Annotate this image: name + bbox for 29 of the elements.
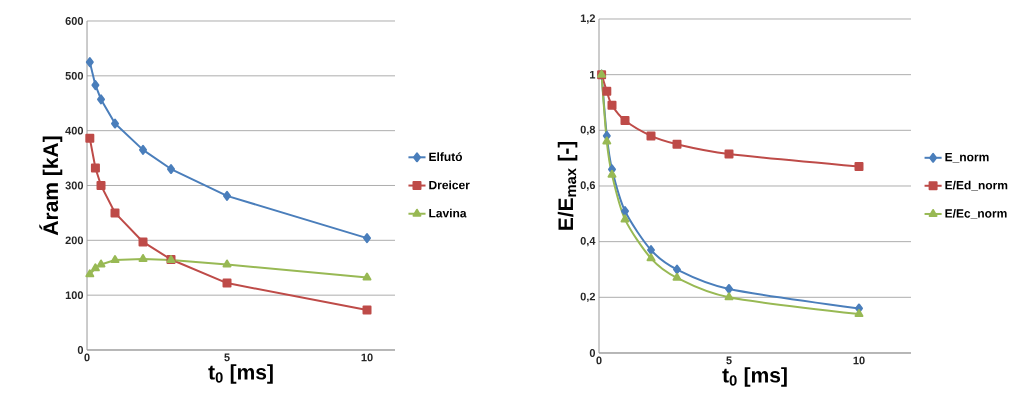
legend-label: E/Ec_norm (945, 208, 1007, 220)
y-tick-label: 0,6 (580, 181, 596, 191)
x-axis-title: t$_{0}$ [ms] (208, 364, 273, 384)
y-tick-label: 0 (77, 346, 84, 354)
x-tick-label: 5 (726, 356, 732, 365)
y-tick-label: 500 (65, 71, 84, 80)
x-tick-label: 10 (361, 353, 373, 362)
y-tick-label: 300 (65, 181, 84, 190)
x-axis-title: t$_{0}$ [ms] (722, 367, 787, 387)
legend-label: Lavina (429, 208, 467, 218)
y-tick-label: 200 (65, 236, 84, 245)
y-tick-label: 600 (65, 17, 84, 25)
legend-label: E_norm (945, 152, 989, 163)
x-tick-label: 10 (853, 356, 865, 365)
y-axis-title: E/E$_{max}$ [-] (557, 141, 578, 230)
y-tick-label: 0,4 (580, 236, 596, 247)
y-tick-label: 1,2 (580, 14, 596, 24)
y-axis-title: Áram [kA] (39, 136, 63, 236)
legend-label: Dreicer (429, 180, 470, 190)
y-tick-label: 400 (65, 126, 84, 135)
y-tick-label: 0,2 (580, 292, 596, 303)
x-tick-label: 5 (224, 353, 230, 362)
legend-label: Elfutó (429, 152, 463, 162)
legend-label: E/Ed_norm (945, 180, 1008, 191)
y-tick-label: 100 (65, 291, 84, 300)
y-tick-label: 0,8 (580, 125, 596, 136)
x-tick-label: 0 (84, 353, 90, 362)
x-tick-label: 0 (596, 356, 602, 365)
y-tick-label: 1 (590, 70, 596, 79)
